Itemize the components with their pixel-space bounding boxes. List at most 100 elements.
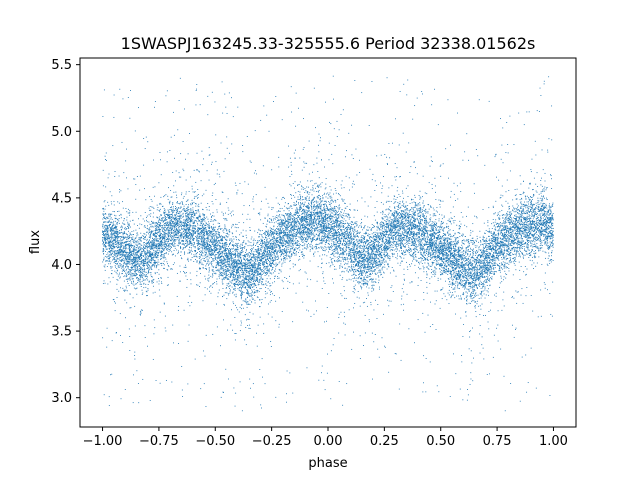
data-point — [103, 249, 105, 251]
data-point — [526, 229, 528, 231]
data-point — [137, 225, 138, 226]
data-point — [107, 230, 108, 232]
data-point — [460, 278, 462, 280]
data-point — [102, 247, 104, 249]
data-point — [134, 355, 136, 356]
data-point — [151, 244, 153, 245]
data-point — [132, 275, 134, 277]
data-point — [416, 173, 418, 175]
data-point — [355, 259, 357, 261]
data-point — [146, 278, 148, 280]
data-point — [413, 223, 415, 225]
data-point — [514, 222, 516, 224]
data-point — [463, 243, 465, 245]
data-point — [136, 176, 138, 177]
data-point — [371, 332, 373, 334]
data-point — [226, 229, 228, 231]
data-point — [358, 271, 359, 273]
data-point — [137, 234, 139, 236]
data-point — [453, 193, 455, 195]
data-point — [451, 267, 453, 269]
data-point — [173, 223, 174, 225]
data-point — [371, 256, 373, 258]
data-point — [378, 255, 379, 257]
data-point — [476, 259, 478, 261]
data-point — [510, 234, 512, 236]
data-point — [505, 277, 507, 279]
data-point — [153, 319, 155, 321]
data-point — [355, 239, 357, 241]
data-point — [325, 262, 327, 264]
data-point — [214, 242, 216, 244]
data-point — [345, 242, 347, 244]
data-point — [183, 270, 184, 272]
data-point — [113, 236, 115, 238]
data-point — [295, 254, 297, 256]
data-point — [246, 136, 248, 137]
data-point — [430, 219, 431, 221]
data-point — [237, 284, 239, 286]
data-point — [185, 235, 187, 237]
data-point — [403, 197, 404, 199]
data-point — [232, 241, 234, 243]
data-point — [500, 262, 502, 264]
data-point — [468, 285, 470, 287]
data-point — [141, 237, 143, 239]
data-point — [114, 224, 116, 226]
data-point — [274, 218, 276, 220]
data-point — [303, 188, 305, 190]
data-point — [369, 253, 371, 255]
data-point — [405, 236, 407, 237]
data-point — [132, 269, 134, 271]
data-point — [405, 254, 407, 256]
data-point — [470, 350, 472, 352]
data-point — [292, 241, 294, 243]
data-point — [320, 198, 322, 199]
data-point — [412, 253, 414, 255]
data-point — [166, 242, 168, 244]
data-point — [317, 194, 319, 196]
data-point — [170, 223, 172, 225]
data-point — [431, 104, 433, 106]
data-point — [520, 207, 522, 208]
data-point — [550, 211, 552, 213]
data-point — [329, 203, 331, 205]
data-point — [388, 248, 389, 250]
data-point — [448, 257, 450, 259]
data-point — [305, 247, 307, 249]
data-point — [422, 265, 424, 267]
data-point — [137, 258, 139, 260]
data-point — [446, 269, 447, 271]
data-point — [321, 240, 322, 242]
data-point — [310, 239, 312, 241]
data-point — [525, 204, 527, 206]
data-point — [510, 243, 512, 245]
data-point — [485, 260, 487, 262]
data-point — [471, 257, 473, 259]
data-point — [442, 254, 444, 256]
data-point — [509, 239, 511, 240]
data-point — [135, 270, 136, 272]
data-point — [462, 270, 464, 272]
data-point — [269, 272, 271, 274]
data-point — [256, 281, 258, 283]
data-point — [403, 232, 405, 234]
data-point — [475, 216, 477, 218]
data-point — [131, 254, 133, 256]
data-point — [474, 270, 476, 272]
data-point — [140, 261, 141, 263]
data-point — [381, 221, 383, 223]
data-point — [102, 337, 104, 339]
data-point — [374, 270, 376, 272]
data-point — [388, 228, 390, 230]
data-point — [371, 240, 372, 241]
data-point — [252, 240, 254, 242]
data-point — [436, 239, 438, 241]
data-point — [376, 251, 378, 253]
data-point — [441, 244, 443, 246]
data-point — [322, 273, 324, 275]
data-point — [426, 252, 427, 254]
data-point — [435, 224, 437, 225]
data-point — [298, 245, 300, 247]
data-point — [364, 241, 366, 243]
